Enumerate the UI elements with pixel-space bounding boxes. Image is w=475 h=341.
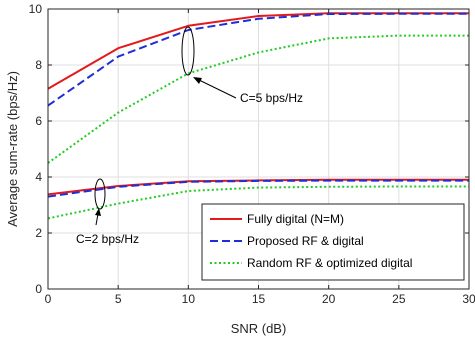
legend: Fully digital (N=M) Proposed RF & digital… xyxy=(201,203,465,281)
x-tick-label-4: 20 xyxy=(322,292,336,306)
annotation-ellipse-c5 xyxy=(181,26,195,76)
ticks: 0 5 10 15 20 25 30 0 2 4 6 8 10 xyxy=(29,2,475,306)
annotation-label-c5: C=5 bps/Hz xyxy=(240,91,303,105)
legend-box xyxy=(201,203,465,281)
x-tick-label-6: 30 xyxy=(462,292,475,306)
annotation-arrow-c2-line xyxy=(95,213,99,226)
y-axis-label: Average sum-rate (bps/Hz) xyxy=(5,71,20,227)
annotation-arrow-c2-head xyxy=(95,208,101,216)
x-axis-label: SNR (dB) xyxy=(231,321,287,336)
annotation-arrow-c5-line xyxy=(196,78,237,99)
x-tick-label-2: 10 xyxy=(182,292,196,306)
plot-lines xyxy=(47,12,469,220)
annotation-label-c2: C=2 bps/Hz xyxy=(76,232,139,246)
y-tick-label-2: 4 xyxy=(35,170,42,184)
annotation-arrow-c5-head xyxy=(193,77,202,84)
annotation-ellipse-c2 xyxy=(94,178,106,210)
series-line-group1-2 xyxy=(47,185,469,220)
x-tick-label-5: 25 xyxy=(392,292,406,306)
y-tick-label-3: 6 xyxy=(35,114,42,128)
y-tick-label-5: 10 xyxy=(29,2,43,16)
x-tick-label-1: 5 xyxy=(115,292,122,306)
series-line-group0-2 xyxy=(47,34,469,164)
legend-label-1: Proposed RF & digital xyxy=(247,234,364,248)
annotations: C=5 bps/Hz C=2 bps/Hz xyxy=(76,26,303,246)
series-line-group0-1 xyxy=(47,12,469,107)
series-line-group1-1 xyxy=(47,179,469,198)
legend-label-0: Fully digital (N=M) xyxy=(247,212,344,226)
y-tick-label-1: 2 xyxy=(35,226,42,240)
x-tick-label-0: 0 xyxy=(45,292,52,306)
legend-label-2: Random RF & optimized digital xyxy=(247,256,412,270)
y-tick-label-4: 8 xyxy=(35,58,42,72)
y-tick-label-0: 0 xyxy=(35,282,42,296)
x-tick-label-3: 15 xyxy=(252,292,266,306)
